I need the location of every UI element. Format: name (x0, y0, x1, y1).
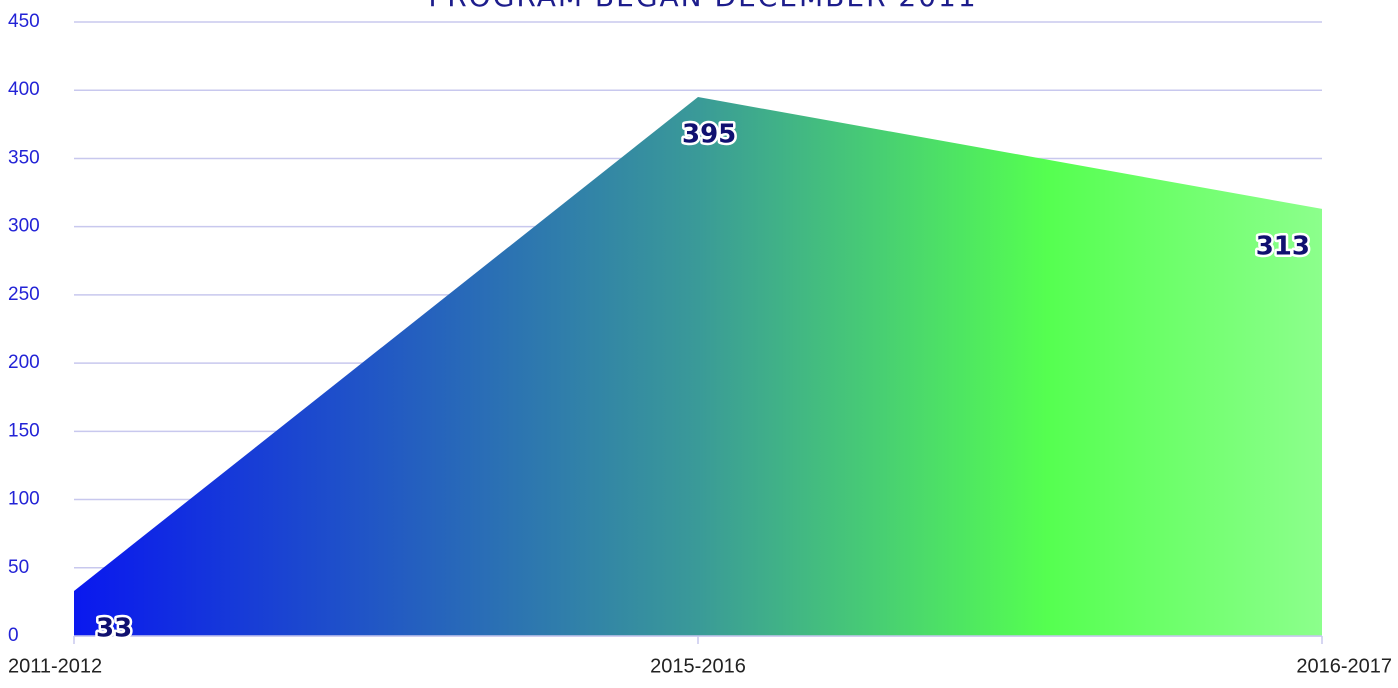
data-label: 33 (96, 613, 132, 643)
y-tick-label: 0 (8, 625, 19, 646)
y-tick-label: 450 (8, 11, 40, 32)
area (74, 97, 1322, 637)
x-tick-label: 2016-2017 (1296, 655, 1392, 677)
data-label: 395 (682, 120, 736, 150)
y-tick-label: 200 (8, 352, 40, 373)
chart-title: PROGRAM BEGAN DECEMBER 2011 (428, 0, 977, 13)
y-tick-label: 300 (8, 216, 40, 237)
y-tick-label: 250 (8, 284, 40, 305)
y-tick-label: 400 (8, 79, 40, 100)
y-tick-label: 350 (8, 147, 40, 168)
y-tick-label: 150 (8, 420, 40, 441)
y-tick-label: 50 (8, 557, 29, 578)
y-tick-label: 100 (8, 489, 40, 510)
x-tick-label: 2015-2016 (650, 655, 746, 677)
data-label: 313 (1256, 231, 1310, 261)
x-tick-label: 2011-2012 (8, 655, 102, 677)
